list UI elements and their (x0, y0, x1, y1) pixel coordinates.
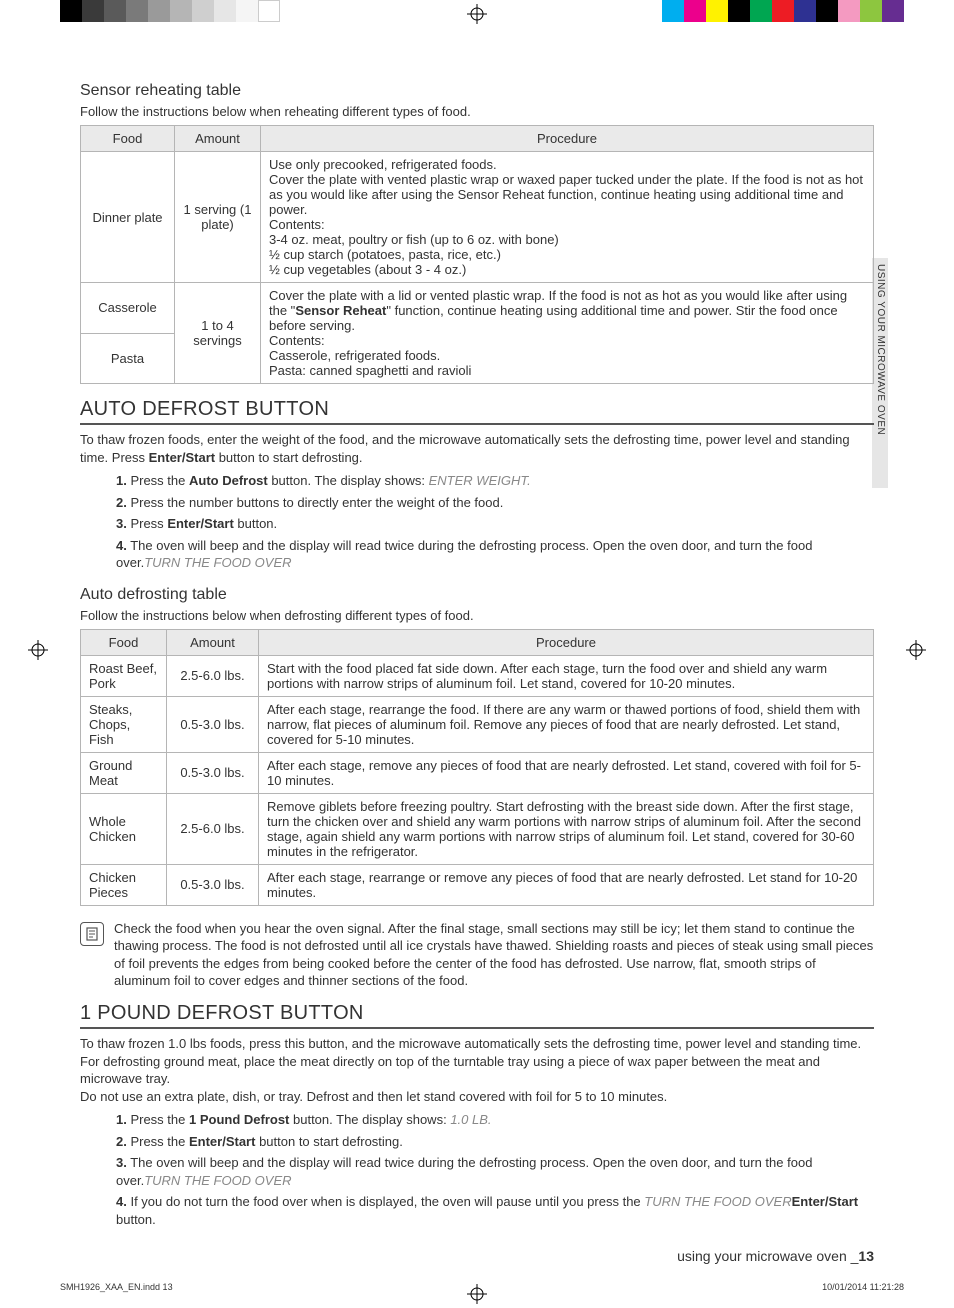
one-pound-defrost-steps: 1. Press the 1 Pound Defrost button. The… (116, 1111, 874, 1228)
color-swatch (728, 0, 750, 22)
running-footer-text: using your microwave oven _ (677, 1248, 858, 1264)
color-swatch (860, 0, 882, 22)
table-header: Amount (175, 126, 261, 152)
step-item: 2. Press the number buttons to directly … (116, 494, 874, 512)
procedure-cell: After each stage, remove any pieces of f… (259, 752, 874, 793)
auto-defrost-table-lead: Follow the instructions below when defro… (80, 608, 874, 623)
table-row: Dinner plate1 serving (1 plate)Use only … (81, 152, 874, 283)
page-number: 13 (858, 1248, 874, 1264)
procedure-cell: Cover the plate with a lid or vented pla… (261, 283, 874, 384)
defrost-note-text: Check the food when you hear the oven si… (114, 920, 874, 990)
defrost-note: Check the food when you hear the oven si… (80, 920, 874, 990)
food-cell: Roast Beef, Pork (81, 655, 167, 696)
registration-mark-icon (467, 4, 487, 24)
amount-cell: 2.5-6.0 lbs. (167, 793, 259, 864)
procedure-cell: Start with the food placed fat side down… (259, 655, 874, 696)
table-header: Food (81, 126, 175, 152)
one-pound-defrost-intro: To thaw frozen 1.0 lbs foods, press this… (80, 1035, 874, 1105)
table-row: Whole Chicken2.5-6.0 lbs.Remove giblets … (81, 793, 874, 864)
auto-defrost-steps: 1. Press the Auto Defrost button. The di… (116, 472, 874, 572)
amount-cell: 2.5-6.0 lbs. (167, 655, 259, 696)
color-swatch (170, 0, 192, 22)
food-cell: Steaks, Chops, Fish (81, 696, 167, 752)
imprint-timestamp: 10/01/2014 11:21:28 (822, 1282, 904, 1292)
section-thumb-tab-label: USING YOUR MICROWAVE OVEN (875, 264, 886, 435)
imprint-line: SMH1926_XAA_EN.indd 13 10/01/2014 11:21:… (60, 1282, 904, 1292)
color-swatch (126, 0, 148, 22)
registration-mark-icon (28, 640, 48, 660)
amount-cell: 0.5-3.0 lbs. (167, 696, 259, 752)
amount-cell: 0.5-3.0 lbs. (167, 752, 259, 793)
food-cell: Chicken Pieces (81, 864, 167, 905)
step-item: 1. Press the Auto Defrost button. The di… (116, 472, 874, 490)
table-row: Steaks, Chops, Fish0.5-3.0 lbs.After eac… (81, 696, 874, 752)
table-header: Food (81, 629, 167, 655)
color-swatch (60, 0, 82, 22)
auto-defrost-table: FoodAmountProcedureRoast Beef, Pork2.5-6… (80, 629, 874, 906)
color-swatch (258, 0, 280, 22)
imprint-file: SMH1926_XAA_EN.indd 13 (60, 1282, 173, 1292)
step-item: 4. The oven will beep and the display wi… (116, 537, 874, 572)
procedure-cell: Remove giblets before freezing poultry. … (259, 793, 874, 864)
running-footer: using your microwave oven _13 (80, 1248, 874, 1264)
note-icon (80, 922, 104, 946)
table-row: Ground Meat0.5-3.0 lbs.After each stage,… (81, 752, 874, 793)
procedure-cell: Use only precooked, refrigerated foods.C… (261, 152, 874, 283)
color-swatch (816, 0, 838, 22)
color-swatch (236, 0, 258, 22)
grayscale-swatch-bar (60, 0, 280, 22)
table-row: Casserole1 to 4 servingsCover the plate … (81, 283, 874, 334)
color-swatch (794, 0, 816, 22)
color-swatch-bar (662, 0, 904, 22)
table-header: Procedure (259, 629, 874, 655)
food-cell: Dinner plate (81, 152, 175, 283)
table-header: Amount (167, 629, 259, 655)
table-row: Roast Beef, Pork2.5-6.0 lbs.Start with t… (81, 655, 874, 696)
step-item: 1. Press the 1 Pound Defrost button. The… (116, 1111, 874, 1129)
sensor-reheating-subheading: Sensor reheating table (80, 82, 874, 100)
auto-defrost-table-heading: Auto defrosting table (80, 586, 874, 604)
table-header: Procedure (261, 126, 874, 152)
food-cell: Ground Meat (81, 752, 167, 793)
color-swatch (662, 0, 684, 22)
color-swatch (214, 0, 236, 22)
food-cell: Whole Chicken (81, 793, 167, 864)
color-swatch (192, 0, 214, 22)
amount-cell: 1 to 4 servings (175, 283, 261, 384)
amount-cell: 1 serving (1 plate) (175, 152, 261, 283)
color-swatch (684, 0, 706, 22)
sensor-reheating-lead: Follow the instructions below when rehea… (80, 104, 874, 119)
color-swatch (772, 0, 794, 22)
table-row: Chicken Pieces0.5-3.0 lbs.After each sta… (81, 864, 874, 905)
sensor-reheating-table: FoodAmountProcedureDinner plate1 serving… (80, 125, 874, 384)
color-swatch (148, 0, 170, 22)
color-swatch (882, 0, 904, 22)
step-item: 2. Press the Enter/Start button to start… (116, 1133, 874, 1151)
step-item: 4. If you do not turn the food over when… (116, 1193, 874, 1228)
auto-defrost-title: AUTO DEFROST BUTTON (80, 398, 874, 425)
registration-mark-icon (906, 640, 926, 660)
color-swatch (838, 0, 860, 22)
food-cell: Casserole (81, 283, 175, 334)
food-cell: Pasta (81, 333, 175, 384)
amount-cell: 0.5-3.0 lbs. (167, 864, 259, 905)
procedure-cell: After each stage, rearrange the food. If… (259, 696, 874, 752)
step-item: 3. Press Enter/Start button. (116, 515, 874, 533)
auto-defrost-intro: To thaw frozen foods, enter the weight o… (80, 431, 874, 466)
color-swatch (706, 0, 728, 22)
procedure-cell: After each stage, rearrange or remove an… (259, 864, 874, 905)
step-item: 3. The oven will beep and the display wi… (116, 1154, 874, 1189)
color-swatch (104, 0, 126, 22)
one-pound-defrost-title: 1 POUND DEFROST BUTTON (80, 1002, 874, 1029)
color-swatch (750, 0, 772, 22)
color-swatch (82, 0, 104, 22)
